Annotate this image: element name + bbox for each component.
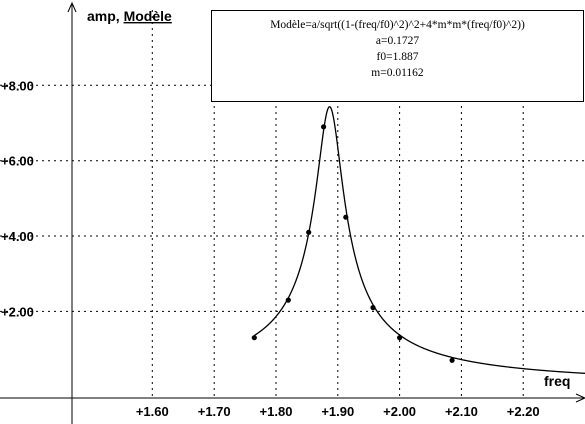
x-axis-label: freq: [544, 373, 570, 389]
param-a: a=0.1727: [375, 35, 420, 47]
param-m: m=0.01162: [371, 67, 424, 79]
data-point: [449, 357, 455, 363]
y-label-amp: amp,: [87, 8, 124, 24]
model-curve: [253, 106, 585, 374]
y-tick-label: +2.00: [1, 304, 34, 319]
tick-labels: +1.60 +1.70 +1.80 +1.90 +2.00 +2.10 +2.20 +2.00…: [1, 78, 540, 419]
model-formula: Modèle=a/sqrt((1-(freq/f0)^2)^2+4*m*m*(f…: [270, 19, 525, 31]
x-tick-label: +1.80: [260, 404, 293, 419]
x-tick-label: +2.10: [445, 404, 478, 419]
y-axis-arrow: [67, 1, 77, 13]
x-axis-arrow: [575, 393, 585, 403]
y-tick-label: +8.00: [1, 78, 34, 93]
model-curve-group: [253, 106, 585, 374]
data-point: [370, 305, 376, 311]
data-point: [321, 124, 327, 130]
y-axis-label: amp, Modèle: [87, 8, 172, 24]
y-tick-label: +6.00: [1, 154, 34, 169]
data-point: [397, 335, 403, 341]
param-f0: f0=1.887: [376, 51, 419, 63]
x-tick-label: +1.90: [321, 404, 354, 419]
model-parameters-box: Modèle=a/sqrt((1-(freq/f0)^2)^2+4*m*m*(f…: [211, 10, 584, 102]
y-tick-label: +4.00: [1, 229, 34, 244]
x-tick-label: +1.70: [198, 404, 231, 419]
x-tick-label: +2.20: [507, 404, 540, 419]
x-tick-label: +1.60: [136, 404, 169, 419]
data-point: [285, 297, 291, 303]
data-points: [251, 124, 455, 363]
data-point: [251, 335, 257, 341]
x-tick-label: +2.00: [383, 404, 416, 419]
data-point: [343, 214, 349, 220]
data-point: [306, 229, 312, 235]
y-label-model: Modèle: [124, 8, 172, 24]
